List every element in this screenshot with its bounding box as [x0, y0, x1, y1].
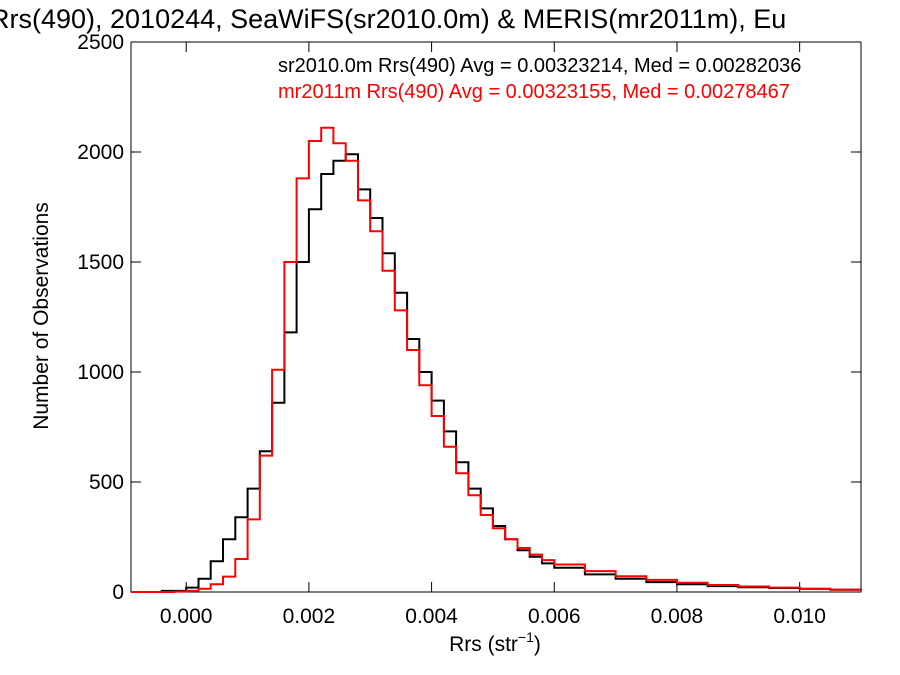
chart-title: Rrs(490), 2010244, SeaWiFS(sr2010.0m) & …: [0, 4, 786, 34]
x-axis-label: Rrs (str−1): [449, 629, 541, 656]
y-axis-label: Number of Observations: [30, 202, 53, 430]
x-tick-label: 0.002: [283, 605, 336, 628]
x-axis-label-main: Rrs (str: [449, 633, 518, 656]
y-tick-label: 500: [89, 471, 124, 494]
x-tick-label: 0.010: [773, 605, 826, 628]
y-tick-label: 2500: [77, 31, 124, 54]
legend-entry-mr2011: mr2011m Rrs(490) Avg = 0.00323155, Med =…: [278, 81, 790, 103]
x-axis-label-superscript: −1: [518, 629, 534, 645]
series-line-sr2010.0m: [131, 153, 862, 593]
x-tick-label: 0.000: [160, 605, 213, 628]
x-axis-label-close: ): [534, 633, 541, 656]
y-tick-label: 1500: [77, 251, 124, 274]
x-tick-label: 0.006: [528, 605, 581, 628]
plot-frame: [130, 41, 862, 593]
x-tick-label: 0.004: [405, 605, 458, 628]
series-line-mr2011m: [131, 126, 862, 593]
x-tick-label: 0.008: [651, 605, 704, 628]
y-tick-label: 2000: [77, 141, 124, 164]
series-layer: [131, 126, 862, 593]
y-tick-label: 0: [112, 581, 124, 604]
y-axis: 0 500 1000 1500 2000 2500: [77, 31, 861, 604]
y-tick-label: 1000: [77, 361, 124, 384]
legend-entry-sr2010: sr2010.0m Rrs(490) Avg = 0.00323214, Med…: [278, 55, 801, 77]
x-axis: 0.000 0.002 0.004 0.006 0.008 0.010: [160, 42, 826, 628]
